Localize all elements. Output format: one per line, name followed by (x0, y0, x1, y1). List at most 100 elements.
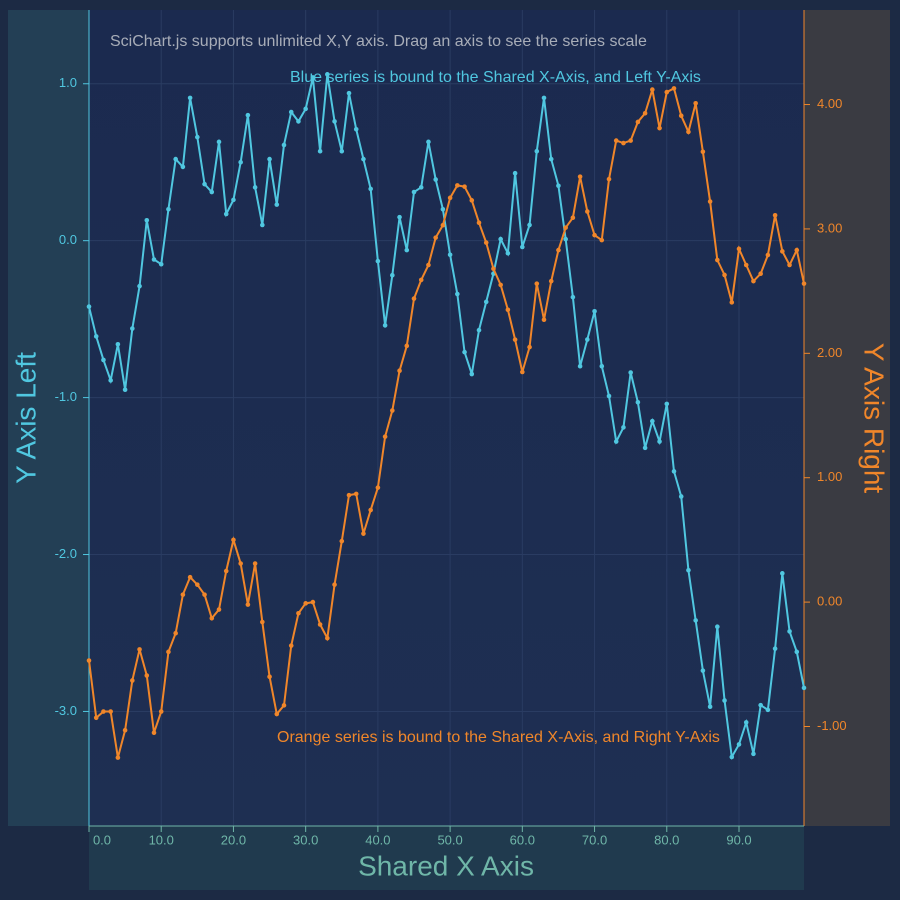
point-marker (447, 252, 453, 258)
y2-tick-label: 3.00 (817, 220, 842, 235)
point-marker (101, 357, 106, 363)
point-marker (151, 257, 157, 262)
point-marker (310, 599, 316, 605)
point-marker (520, 244, 525, 250)
point-marker (801, 685, 807, 691)
point-marker (613, 439, 619, 444)
point-marker (462, 349, 467, 355)
point-marker (158, 709, 164, 714)
point-marker (375, 258, 381, 264)
x-axis-title: Shared X Axis (358, 850, 534, 881)
point-marker (122, 387, 128, 393)
point-marker (173, 630, 178, 636)
series-line (88, 74, 805, 761)
point-marker (570, 294, 576, 300)
point-marker (390, 408, 395, 413)
point-marker (527, 344, 532, 350)
point-marker (86, 658, 92, 663)
point-marker (368, 186, 373, 192)
x-tick-label: 50.0 (437, 832, 462, 847)
point-marker (397, 368, 402, 374)
point-marker (195, 134, 200, 140)
point-marker (166, 206, 171, 212)
point-marker (520, 369, 525, 375)
point-marker (151, 730, 157, 736)
point-marker (476, 220, 482, 226)
point-marker (303, 106, 308, 112)
point-marker (426, 262, 431, 268)
point-marker (621, 425, 626, 430)
point-marker (577, 363, 583, 369)
point-marker (476, 327, 482, 333)
point-marker (339, 148, 345, 154)
point-marker (780, 249, 785, 254)
point-marker (765, 707, 771, 713)
point-marker (122, 727, 128, 733)
point-marker (585, 209, 590, 214)
point-marker (101, 709, 106, 714)
point-marker (628, 370, 633, 375)
x-tick-label: 10.0 (149, 832, 174, 847)
point-marker (483, 299, 489, 305)
point-marker (223, 568, 229, 574)
point-marker (267, 674, 272, 680)
point-marker (382, 434, 388, 439)
point-marker (715, 624, 720, 630)
point-marker (433, 177, 438, 182)
point-marker (563, 236, 568, 242)
y-tick-label: 1.0 (59, 75, 77, 90)
point-marker (693, 618, 698, 623)
point-marker (678, 494, 684, 499)
point-marker (613, 138, 619, 143)
point-marker (671, 469, 677, 474)
right-axis-panel[interactable] (804, 10, 890, 826)
point-marker (281, 703, 287, 708)
point-marker (715, 257, 720, 263)
point-marker (556, 247, 561, 253)
point-marker (592, 232, 597, 238)
point-marker (173, 156, 178, 162)
point-marker (426, 139, 431, 145)
point-marker (664, 89, 670, 95)
left-axis-panel[interactable] (8, 10, 89, 826)
point-marker (758, 271, 763, 277)
x-tick-label: 80.0 (654, 832, 679, 847)
point-marker (527, 222, 532, 228)
point-marker (664, 401, 670, 407)
point-marker (216, 607, 222, 612)
point-marker (339, 538, 345, 544)
point-marker (577, 174, 583, 179)
point-marker (404, 247, 410, 253)
point-marker (722, 272, 727, 278)
point-marker (274, 711, 280, 717)
point-marker (534, 281, 540, 286)
point-marker (231, 197, 236, 203)
point-marker (563, 225, 568, 230)
point-marker (115, 755, 121, 760)
point-marker (411, 296, 417, 301)
point-marker (375, 485, 381, 490)
point-marker (216, 139, 222, 145)
point-marker (310, 75, 316, 80)
point-marker (534, 148, 540, 154)
point-marker (606, 176, 612, 182)
point-marker (657, 439, 662, 444)
point-marker (729, 300, 735, 305)
point-marker (281, 142, 287, 148)
series-line (88, 86, 805, 758)
point-marker (772, 646, 778, 651)
point-marker (238, 561, 243, 566)
point-marker (541, 317, 547, 323)
y2-axis-title: Y Axis Right (859, 343, 890, 494)
point-marker (418, 277, 424, 283)
point-marker (130, 678, 135, 683)
point-marker (93, 715, 99, 721)
point-marker (794, 649, 800, 655)
point-marker (678, 113, 684, 119)
point-marker (700, 149, 706, 155)
point-marker (686, 129, 691, 135)
point-marker (353, 126, 359, 132)
point-marker (418, 185, 424, 190)
x-axis-panel[interactable] (89, 826, 804, 890)
